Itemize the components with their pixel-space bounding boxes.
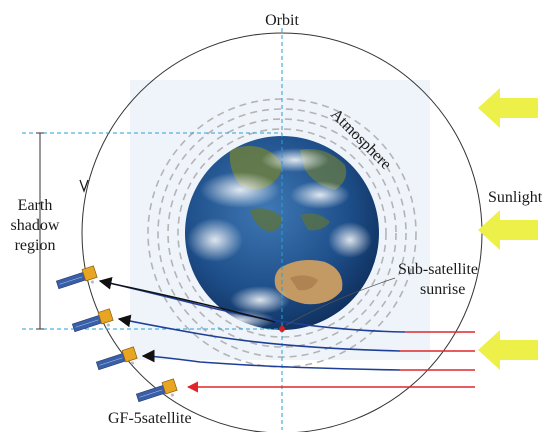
sunlight-label: Sunlight: [488, 189, 543, 206]
ray-3: [141, 349, 475, 371]
shadow-label-line1: Earth: [18, 197, 53, 214]
sunlight-arrow-icon: [478, 330, 538, 370]
satellite-icon: [135, 378, 178, 403]
satellite-label: GF-5satellite: [108, 410, 192, 427]
atmosphere-ring: [177, 128, 387, 338]
shadow-bracket-ticks: [36, 132, 44, 330]
sunlight-arrow-icon: [478, 210, 538, 250]
tangent-ray: [103, 281, 276, 323]
sub-satellite-leader-line: [285, 277, 396, 326]
sub-satellite-label-line2: sunrise: [420, 281, 465, 298]
sub-satellite-point: [279, 326, 285, 332]
satellite-icon: [95, 346, 138, 371]
sunlight-arrows: [478, 88, 538, 370]
orbit-direction-arrow: [79, 179, 89, 193]
shadow-label-line2: shadow: [11, 217, 60, 234]
satellite-icon: [55, 265, 98, 290]
sunlight-arrow-icon: [478, 88, 538, 128]
ray-2: [117, 314, 475, 352]
orbit-label: Orbit: [265, 12, 299, 29]
shadow-label-line3: region: [15, 237, 56, 254]
atmosphere-ring: [167, 118, 397, 348]
satellite-icon: [71, 308, 114, 333]
sub-satellite-label-line1: Sub-satellite: [398, 261, 478, 278]
guide-lines: [22, 28, 283, 430]
